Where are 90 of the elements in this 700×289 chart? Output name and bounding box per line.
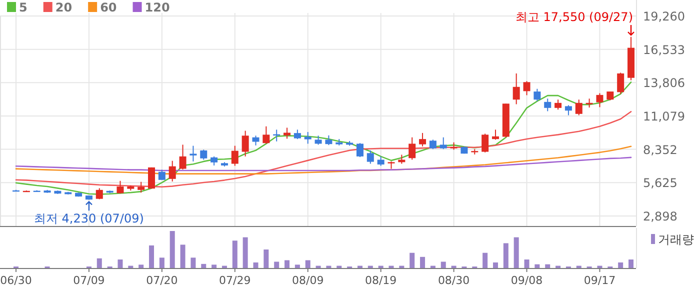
bar (190, 258, 196, 268)
y-tick-label: 2,898 (643, 209, 678, 224)
bar (274, 262, 280, 268)
candlestick (534, 88, 541, 102)
x-tick-label: 08/19 (364, 274, 397, 287)
bar (212, 264, 217, 268)
bar (232, 240, 238, 268)
candlestick (617, 72, 624, 94)
candlestick (596, 92, 604, 108)
y-tick-label: 13,806 (643, 76, 685, 90)
legend-label: 거래량 (658, 232, 694, 246)
candlestick (325, 134, 332, 146)
bar (138, 264, 144, 268)
y-tick-label: 8,352 (643, 142, 678, 157)
bar (159, 258, 164, 268)
candlestick (304, 131, 312, 144)
candlestick (492, 129, 499, 140)
candlestick (242, 130, 249, 157)
bar (534, 264, 540, 268)
candlestick (575, 99, 582, 116)
candlestick (262, 126, 270, 144)
candlestick (408, 136, 416, 160)
bar (96, 258, 102, 268)
y-tick-label: 11,079 (643, 109, 685, 124)
candlestick (138, 181, 145, 194)
y-tick-label: 19,260 (643, 10, 685, 24)
bar (482, 252, 488, 268)
candlestick (398, 154, 406, 164)
y-tick-label: 16,533 (643, 42, 685, 57)
bar (514, 237, 519, 268)
bar (170, 231, 175, 268)
candlestick (523, 80, 530, 96)
bar (503, 243, 508, 268)
candlestick (482, 133, 489, 153)
candlestick (179, 144, 186, 170)
bar (118, 259, 123, 268)
candlestick (294, 129, 301, 140)
candlestick (544, 98, 552, 112)
legend-label: 60 (100, 0, 117, 14)
candlestick (356, 142, 364, 158)
candlestick (210, 156, 218, 166)
bar (628, 259, 634, 268)
x-tick-label: 06/30 (0, 274, 32, 287)
candlestick (158, 169, 166, 180)
x-tick-label: 09/08 (510, 274, 543, 287)
candlestick (314, 135, 322, 146)
x-tick-label: 07/09 (73, 274, 105, 287)
x-tick-label: 07/20 (146, 274, 178, 287)
candlestick (252, 135, 260, 146)
bar (242, 237, 248, 268)
x-tick-label: 07/29 (219, 274, 251, 287)
bar (284, 260, 290, 268)
bar (149, 245, 154, 268)
bar (440, 262, 446, 268)
line-series (15, 82, 632, 195)
candlestick (284, 127, 291, 140)
candlestick (377, 156, 384, 166)
legend-label: 120 (144, 0, 170, 14)
x-tick-label: 09/17 (584, 274, 616, 287)
bar (618, 262, 624, 268)
annotation: 최저 4,230 (07/09) (34, 212, 144, 226)
candlestick (190, 145, 197, 162)
bar (420, 256, 426, 268)
bar (180, 244, 186, 268)
bar (264, 250, 269, 268)
candlestick (366, 150, 374, 164)
candlestick (512, 72, 520, 105)
bar (294, 264, 300, 268)
candlestick (440, 136, 447, 150)
bar (201, 264, 206, 268)
bar (545, 264, 550, 268)
candlestick (200, 149, 208, 160)
legend-label: 20 (55, 0, 72, 14)
candlestick (419, 132, 426, 147)
x-tick-label: 08/30 (438, 274, 470, 287)
candlestick (231, 145, 238, 166)
bar (492, 262, 498, 268)
bar (253, 262, 258, 268)
x-tick-label: 08/09 (292, 274, 324, 287)
candlestick (168, 160, 176, 182)
y-tick-label: 5,625 (643, 176, 678, 190)
bar (524, 259, 530, 268)
annotation: 최고 17,550 (09/27) (515, 10, 633, 24)
candlestick (429, 139, 436, 150)
bar (305, 260, 310, 268)
bar (410, 252, 415, 268)
candlestick (564, 104, 572, 116)
legend-label: 5 (19, 0, 28, 14)
candlestick (554, 99, 562, 110)
candlestick (116, 180, 124, 194)
